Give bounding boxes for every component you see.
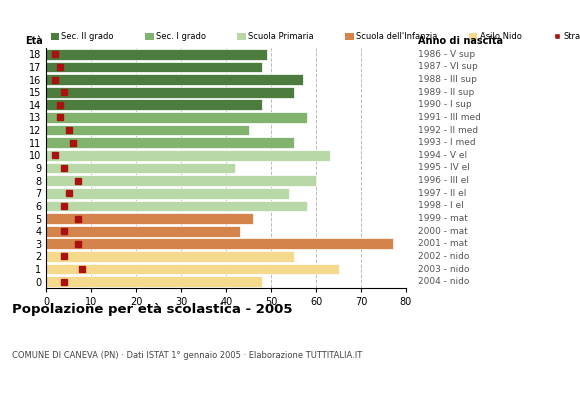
Text: 2003 - nido: 2003 - nido <box>418 264 469 274</box>
Bar <box>46 200 307 211</box>
Text: 1994 - V el: 1994 - V el <box>418 151 467 160</box>
Text: 1987 - VI sup: 1987 - VI sup <box>418 62 477 72</box>
Bar <box>46 188 289 199</box>
Text: 1992 - II med: 1992 - II med <box>418 126 478 135</box>
Bar <box>46 62 262 72</box>
Text: 1991 - III med: 1991 - III med <box>418 113 480 122</box>
Bar <box>46 213 253 224</box>
Bar <box>46 264 339 274</box>
Bar <box>46 226 240 236</box>
Bar <box>46 163 235 173</box>
Text: 1995 - IV el: 1995 - IV el <box>418 164 469 172</box>
Bar <box>46 112 307 123</box>
Text: Età: Età <box>25 36 43 46</box>
Text: COMUNE DI CANEVA (PN) · Dati ISTAT 1° gennaio 2005 · Elaborazione TUTTITALIA.IT: COMUNE DI CANEVA (PN) · Dati ISTAT 1° ge… <box>12 351 362 360</box>
Text: 1999 - mat: 1999 - mat <box>418 214 467 223</box>
Bar <box>46 175 316 186</box>
Text: 2000 - mat: 2000 - mat <box>418 227 467 236</box>
Bar <box>46 137 293 148</box>
Text: 2001 - mat: 2001 - mat <box>418 239 467 248</box>
Bar <box>46 87 293 98</box>
Text: 1989 - II sup: 1989 - II sup <box>418 88 474 97</box>
Bar <box>46 238 393 249</box>
Text: 1998 - I el: 1998 - I el <box>418 201 463 210</box>
Text: 1993 - I med: 1993 - I med <box>418 138 475 147</box>
Text: Anno di nascita: Anno di nascita <box>418 36 503 46</box>
Text: 1996 - III el: 1996 - III el <box>418 176 469 185</box>
Bar <box>46 100 262 110</box>
Text: 1988 - III sup: 1988 - III sup <box>418 75 477 84</box>
Text: 2002 - nido: 2002 - nido <box>418 252 469 261</box>
Text: 1986 - V sup: 1986 - V sup <box>418 50 474 59</box>
Text: Popolazione per età scolastica - 2005: Popolazione per età scolastica - 2005 <box>12 303 292 316</box>
Bar <box>46 125 249 136</box>
Text: 1997 - II el: 1997 - II el <box>418 189 466 198</box>
Bar <box>46 276 262 287</box>
Bar <box>46 49 267 60</box>
Text: 1990 - I sup: 1990 - I sup <box>418 100 471 109</box>
Bar <box>46 150 329 161</box>
Bar <box>46 74 303 85</box>
Bar <box>46 251 293 262</box>
Text: 2004 - nido: 2004 - nido <box>418 277 469 286</box>
Legend: Sec. II grado, Sec. I grado, Scuola Primaria, Scuola dell'Infanzia, Asilo Nido, : Sec. II grado, Sec. I grado, Scuola Prim… <box>50 32 580 42</box>
